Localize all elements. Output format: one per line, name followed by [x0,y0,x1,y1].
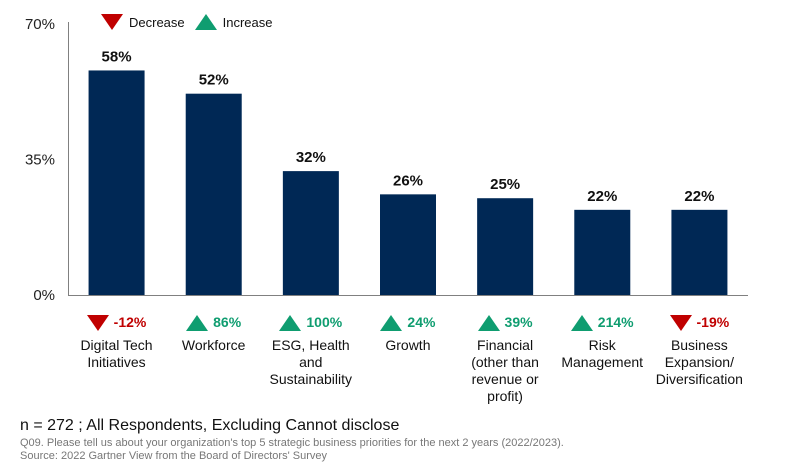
x-tick-label-line: Growth [385,337,431,353]
change-value: 86% [213,314,242,330]
data-label: 26% [393,172,423,189]
bar [671,209,728,295]
change-value: 100% [306,314,343,330]
triangle-up-icon [570,315,593,332]
x-tick-label-line: Workforce [181,337,246,353]
legend: Decrease Increase [101,14,283,30]
data-label: 32% [296,149,326,166]
triangle-down-icon [86,315,109,332]
data-label: 58% [102,48,132,65]
x-tick-label: Financial (other than revenue or profit) [457,337,554,405]
change-indicator: -19% [651,314,748,332]
x-tick-label: ESG, Health and Sustainability [262,337,359,388]
question-text: Q09. Please tell us about your organizat… [20,437,564,449]
data-label: 52% [199,72,229,89]
change-indicator: 39% [457,314,554,332]
x-tick-label-line: Sustainability [269,371,353,387]
change-value: 214% [597,314,634,330]
legend-item-decrease: Decrease [101,14,185,30]
change-value: 39% [504,314,533,330]
bar [477,198,534,295]
change-indicator: 86% [165,314,262,332]
x-tick-label: Risk Management [554,337,651,371]
triangle-down-icon [101,14,123,30]
change-indicator: 100% [262,314,359,332]
legend-item-increase: Increase [194,14,273,30]
triangle-up-icon [186,315,209,332]
data-label: 22% [684,188,714,205]
bar [380,194,436,295]
triangle-down-icon [669,315,692,332]
y-tick-label: 0% [33,287,55,304]
x-tick-label-line: Risk [588,337,616,353]
x-tick-label: Digital Tech Initiatives [68,337,165,371]
legend-label: Increase [222,14,273,30]
x-tick-label-line: Digital Tech [80,337,153,353]
x-tick-label: Growth [359,337,456,354]
source-text: Source: 2022 Gartner View from the Board… [20,450,327,462]
change-value: -19% [696,314,730,330]
x-tick-label-line: Business [670,337,728,353]
x-tick-label-line: ESG, Health [271,337,350,353]
change-indicator: 24% [359,314,456,332]
x-tick-label-line: Expansion/ [664,354,734,370]
x-tick-label-line: Initiatives [87,354,146,370]
triangle-up-icon [380,315,403,332]
change-value: -12% [113,314,147,330]
bar [185,93,242,295]
bar [282,171,339,295]
legend-label: Decrease [129,14,185,30]
x-tick-label: Workforce [165,337,262,354]
x-tick-label-line: revenue or [471,371,539,387]
x-tick-label-line: profit) [487,388,523,404]
y-tick-label: 35% [25,152,55,169]
triangle-up-icon [477,315,500,332]
x-tick-label-line: and [299,354,323,370]
triangle-up-icon [194,14,217,30]
x-tick-label: Business Expansion/Diversification [651,337,748,388]
x-tick-label-line: (other than [471,354,539,370]
data-label: 22% [587,188,617,205]
bar [88,70,145,295]
x-tick-label-line: Management [561,354,644,370]
change-value: 24% [407,314,436,330]
x-tick-label-line: Financial [477,337,534,353]
triangle-up-icon [279,315,302,332]
sample-note: n = 272 ; All Respondents, Excluding Can… [20,417,400,434]
x-tick-label-line: Diversification [655,371,743,387]
change-indicator: 214% [554,314,651,332]
change-indicator: -12% [68,314,165,332]
y-tick-label: 70% [25,16,55,33]
data-label: 25% [490,176,520,193]
bar [574,209,631,295]
